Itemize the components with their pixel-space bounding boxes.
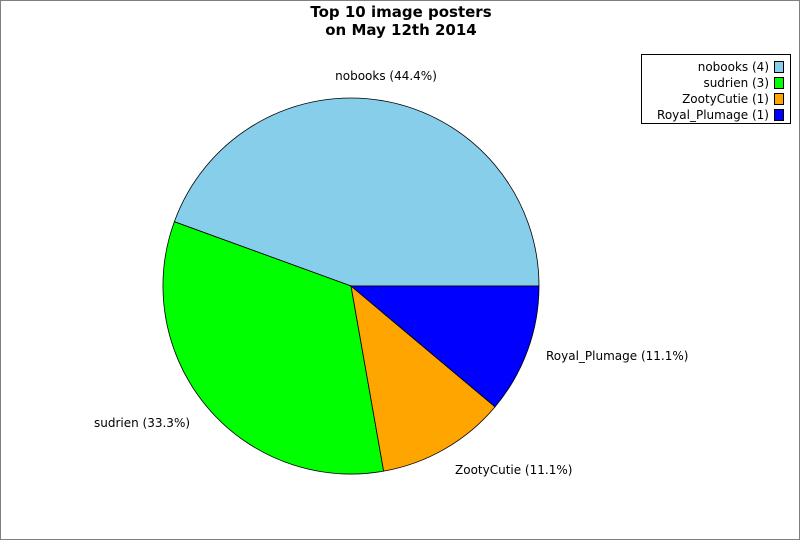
slice-label-nobooks: nobooks (44.4%) [335, 69, 437, 83]
legend-label: ZootyCutie (1) [682, 92, 769, 106]
legend-item-zootycutie: ZootyCutie (1) [646, 91, 784, 107]
legend-swatch [774, 77, 784, 89]
slice-label-royal-plumage: Royal_Plumage (11.1%) [546, 349, 688, 363]
pie-slice-sudrien [162, 221, 385, 475]
legend-label: sudrien (3) [703, 76, 769, 90]
pie-slice-zootycutie [350, 284, 496, 472]
pie-slice-nobooks [173, 97, 540, 287]
legend-swatch [774, 109, 784, 121]
slice-label-zootycutie: ZootyCutie (11.1%) [455, 463, 572, 477]
legend-swatch [774, 61, 784, 73]
legend-swatch [774, 93, 784, 105]
legend-item-nobooks: nobooks (4) [646, 59, 784, 75]
pie-slice-royal-plumage [349, 285, 540, 408]
legend-item-sudrien: sudrien (3) [646, 75, 784, 91]
legend-label: nobooks (4) [697, 60, 769, 74]
slice-label-sudrien: sudrien (33.3%) [94, 416, 190, 430]
chart-title-line-1: Top 10 image posters [310, 3, 492, 21]
chart-title-line-2: on May 12th 2014 [325, 21, 477, 39]
legend-label: Royal_Plumage (1) [657, 108, 769, 122]
legend: nobooks (4) sudrien (3) ZootyCutie (1) R… [641, 54, 791, 124]
legend-item-royal-plumage: Royal_Plumage (1) [646, 107, 784, 123]
chart-title: Top 10 image posters on May 12th 2014 [1, 3, 800, 39]
